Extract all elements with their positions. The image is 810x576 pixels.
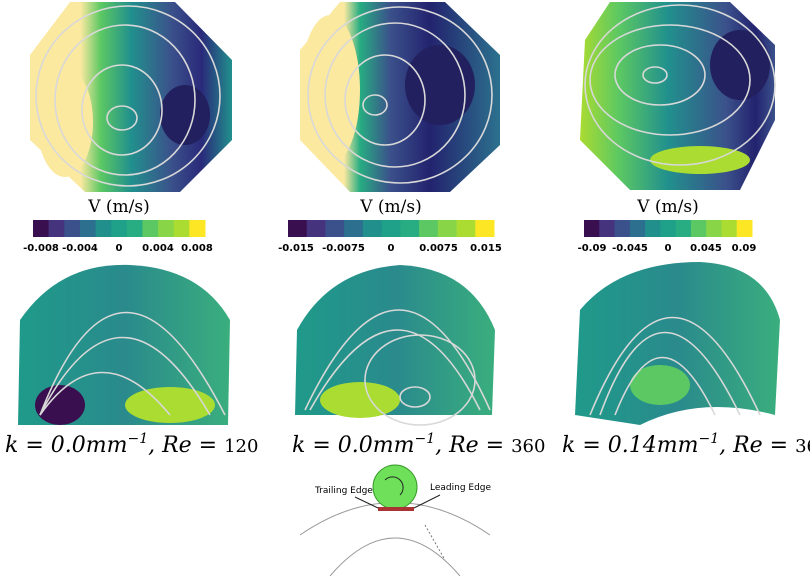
caption-exponent: −1 — [698, 431, 719, 447]
figure: V (m/s)-0.008-0.00400.0040.008k = 0.0mm−… — [0, 0, 810, 576]
field-panel-1 — [30, 2, 232, 192]
colorbar-swatch — [158, 220, 174, 237]
field-bottom-2 — [295, 265, 495, 425]
colorbar: V (m/s) -0.015 -0.0075 0 0.0075 0.015 — [278, 197, 502, 254]
colorbar-swatch — [127, 220, 143, 237]
trailing-edge-label: Trailing Edge — [314, 486, 373, 496]
colorbar-swatch — [96, 220, 112, 237]
colorbar-swatch — [660, 220, 676, 237]
colorbar-swatch — [80, 220, 96, 237]
colorbar-tick-label: 0 — [665, 243, 672, 254]
colorbar-swatch — [737, 220, 753, 237]
colorbar-swatch — [33, 220, 49, 237]
colorbar-swatch — [189, 220, 205, 237]
colorbar-swatch — [400, 220, 419, 237]
field-panel-2 — [300, 2, 500, 192]
colorbar-tick-label: -0.008 — [23, 243, 59, 254]
colorbar-tick-label: -0.004 — [62, 243, 98, 254]
colorbar-label: V (m/s) — [636, 197, 699, 217]
colorbar-swatch — [721, 220, 737, 237]
colorbar-tick-label: -0.045 — [612, 243, 648, 254]
caption-exponent: −1 — [414, 431, 435, 447]
colorbar-tick-label: -0.015 — [278, 243, 314, 254]
caption-exponent: −1 — [127, 431, 148, 447]
colorbar-tick-label: 0 — [116, 243, 123, 254]
field-panel-3 — [580, 2, 775, 190]
colorbar-swatch — [615, 220, 631, 237]
colorbar-tick-label: 0 — [388, 243, 395, 254]
colorbar-tick-label: -0.0075 — [322, 243, 365, 254]
colorbar-tick-label: 0.09 — [732, 243, 757, 254]
caption-re: , Re = — [148, 433, 224, 458]
leading-edge-label: Leading Edge — [430, 483, 492, 493]
colorbar-swatch — [584, 220, 600, 237]
caption: k = 0.0mm−1, Re = 360 — [292, 431, 545, 458]
field-bottom-3 — [575, 262, 780, 425]
colorbar-swatch — [142, 220, 158, 237]
colorbar-swatch — [111, 220, 127, 237]
colorbar-swatch — [599, 220, 615, 237]
colorbar-tick-label: 0.008 — [181, 243, 213, 254]
colorbar-swatch — [64, 220, 80, 237]
colorbar-swatch — [307, 220, 326, 237]
colorbar-tick-label: 0.015 — [470, 243, 502, 254]
colorbar-swatch — [174, 220, 190, 237]
colorbar-swatch — [288, 220, 307, 237]
colorbar-swatch — [676, 220, 692, 237]
caption-re: , Re = — [719, 433, 795, 458]
caption-k: k = 0.0mm — [292, 433, 414, 458]
field-bottom-1 — [18, 265, 230, 425]
colorbar: V (m/s) -0.09 -0.045 0 0.045 0.09 — [578, 197, 757, 254]
colorbar: V (m/s) -0.008-0.004 0 0.004 0.008 — [23, 197, 213, 254]
caption-re-value: 360 — [511, 436, 545, 457]
colorbar-swatch — [438, 220, 457, 237]
colorbar-swatch — [630, 220, 646, 237]
colorbar-label: V (m/s) — [87, 197, 150, 217]
colorbar-swatch — [706, 220, 722, 237]
caption: k = 0.14mm−1, Re = 360 — [562, 431, 810, 458]
colorbar-swatch — [419, 220, 438, 237]
colorbar-swatch — [325, 220, 344, 237]
colorbar-tick-label: -0.09 — [578, 243, 607, 254]
colorbar-swatch — [645, 220, 661, 237]
colorbar-swatch — [475, 220, 494, 237]
colorbar-swatch — [457, 220, 476, 237]
colorbar-swatch — [49, 220, 65, 237]
caption-re: , Re = — [435, 433, 511, 458]
caption: k = 0.0mm−1, Re = 120 — [5, 431, 258, 458]
caption-re-value: 360 — [795, 436, 810, 457]
diagram — [300, 465, 490, 576]
caption-k: k = 0.0mm — [5, 433, 127, 458]
colorbar-tick-label: 0.0075 — [419, 243, 458, 254]
colorbar-tick-label: 0.004 — [142, 243, 174, 254]
colorbar-tick-label: 0.045 — [690, 243, 722, 254]
caption-k: k = 0.14mm — [562, 433, 698, 458]
colorbar-swatch — [363, 220, 382, 237]
caption-re-value: 120 — [224, 436, 258, 457]
colorbar-swatch — [382, 220, 401, 237]
colorbar-swatch — [344, 220, 363, 237]
colorbar-swatch — [691, 220, 707, 237]
colorbar-label: V (m/s) — [359, 197, 422, 217]
